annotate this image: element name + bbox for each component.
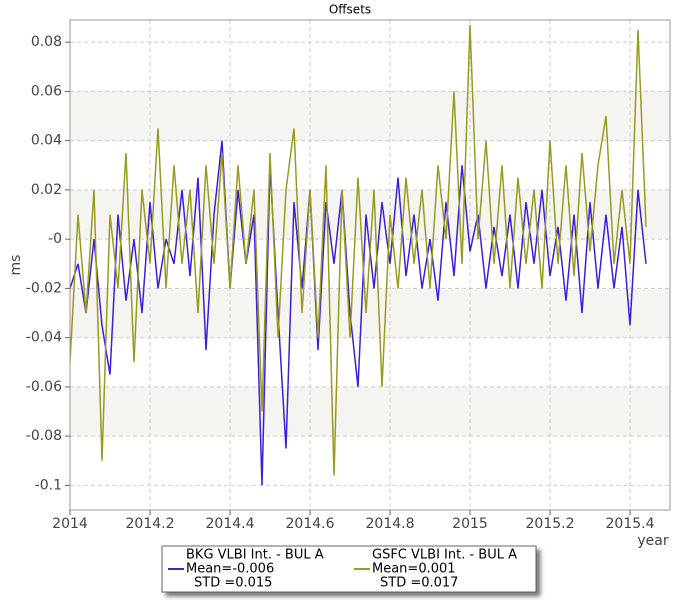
legend-std: STD =0.015 <box>194 576 272 591</box>
y-tick-label: -0.1 <box>35 477 62 493</box>
x-tick-label: 2014.8 <box>366 516 415 532</box>
y-tick-label: -0.06 <box>26 379 62 395</box>
x-tick-label: 2015.4 <box>606 516 655 532</box>
legend-box <box>161 545 537 593</box>
x-axis-label: year <box>637 533 668 549</box>
chart-title: Offsets <box>329 3 371 17</box>
x-tick-label: 2015.2 <box>526 516 575 532</box>
y-tick-label: 0.02 <box>31 182 62 198</box>
lines <box>70 24 647 486</box>
x-tick-label: 2014.2 <box>126 516 175 532</box>
band <box>70 288 670 338</box>
ticks: 0.08 0.06 0.04 0.02 -0 -0.02 -0.04 -0.06 -0.08 -0… <box>26 34 655 532</box>
x-tick-label: 2014.4 <box>206 516 255 532</box>
plot-frame <box>69 19 671 511</box>
x-tick-label: 2014 <box>52 516 88 532</box>
y-tick-label: 0.04 <box>31 133 62 149</box>
legend-mean: Mean=-0.006 <box>186 562 274 577</box>
legend-name: GSFC VLBI Int. - BUL A <box>372 548 517 563</box>
series-line <box>70 140 647 486</box>
legend-mean: Mean=0.001 <box>372 562 456 577</box>
y-tick-label: -0.08 <box>26 428 62 444</box>
y-tick-label: -0 <box>48 231 62 247</box>
legend-std: STD =0.017 <box>380 576 458 591</box>
y-tick-label: 0.08 <box>31 34 62 50</box>
series-line <box>70 24 647 476</box>
band <box>70 386 670 437</box>
y-tick-label: 0.06 <box>31 83 62 99</box>
x-tick-label: 2015 <box>452 516 488 532</box>
y-tick-label: -0.02 <box>26 280 62 296</box>
band <box>70 189 670 240</box>
y-axis-label: ms <box>8 255 24 276</box>
band <box>70 91 670 141</box>
bands <box>70 91 670 437</box>
legend-name: BKG VLBI Int. - BUL A <box>186 548 324 563</box>
y-tick-label: -0.04 <box>26 330 62 346</box>
x-tick-label: 2014.6 <box>286 516 335 532</box>
